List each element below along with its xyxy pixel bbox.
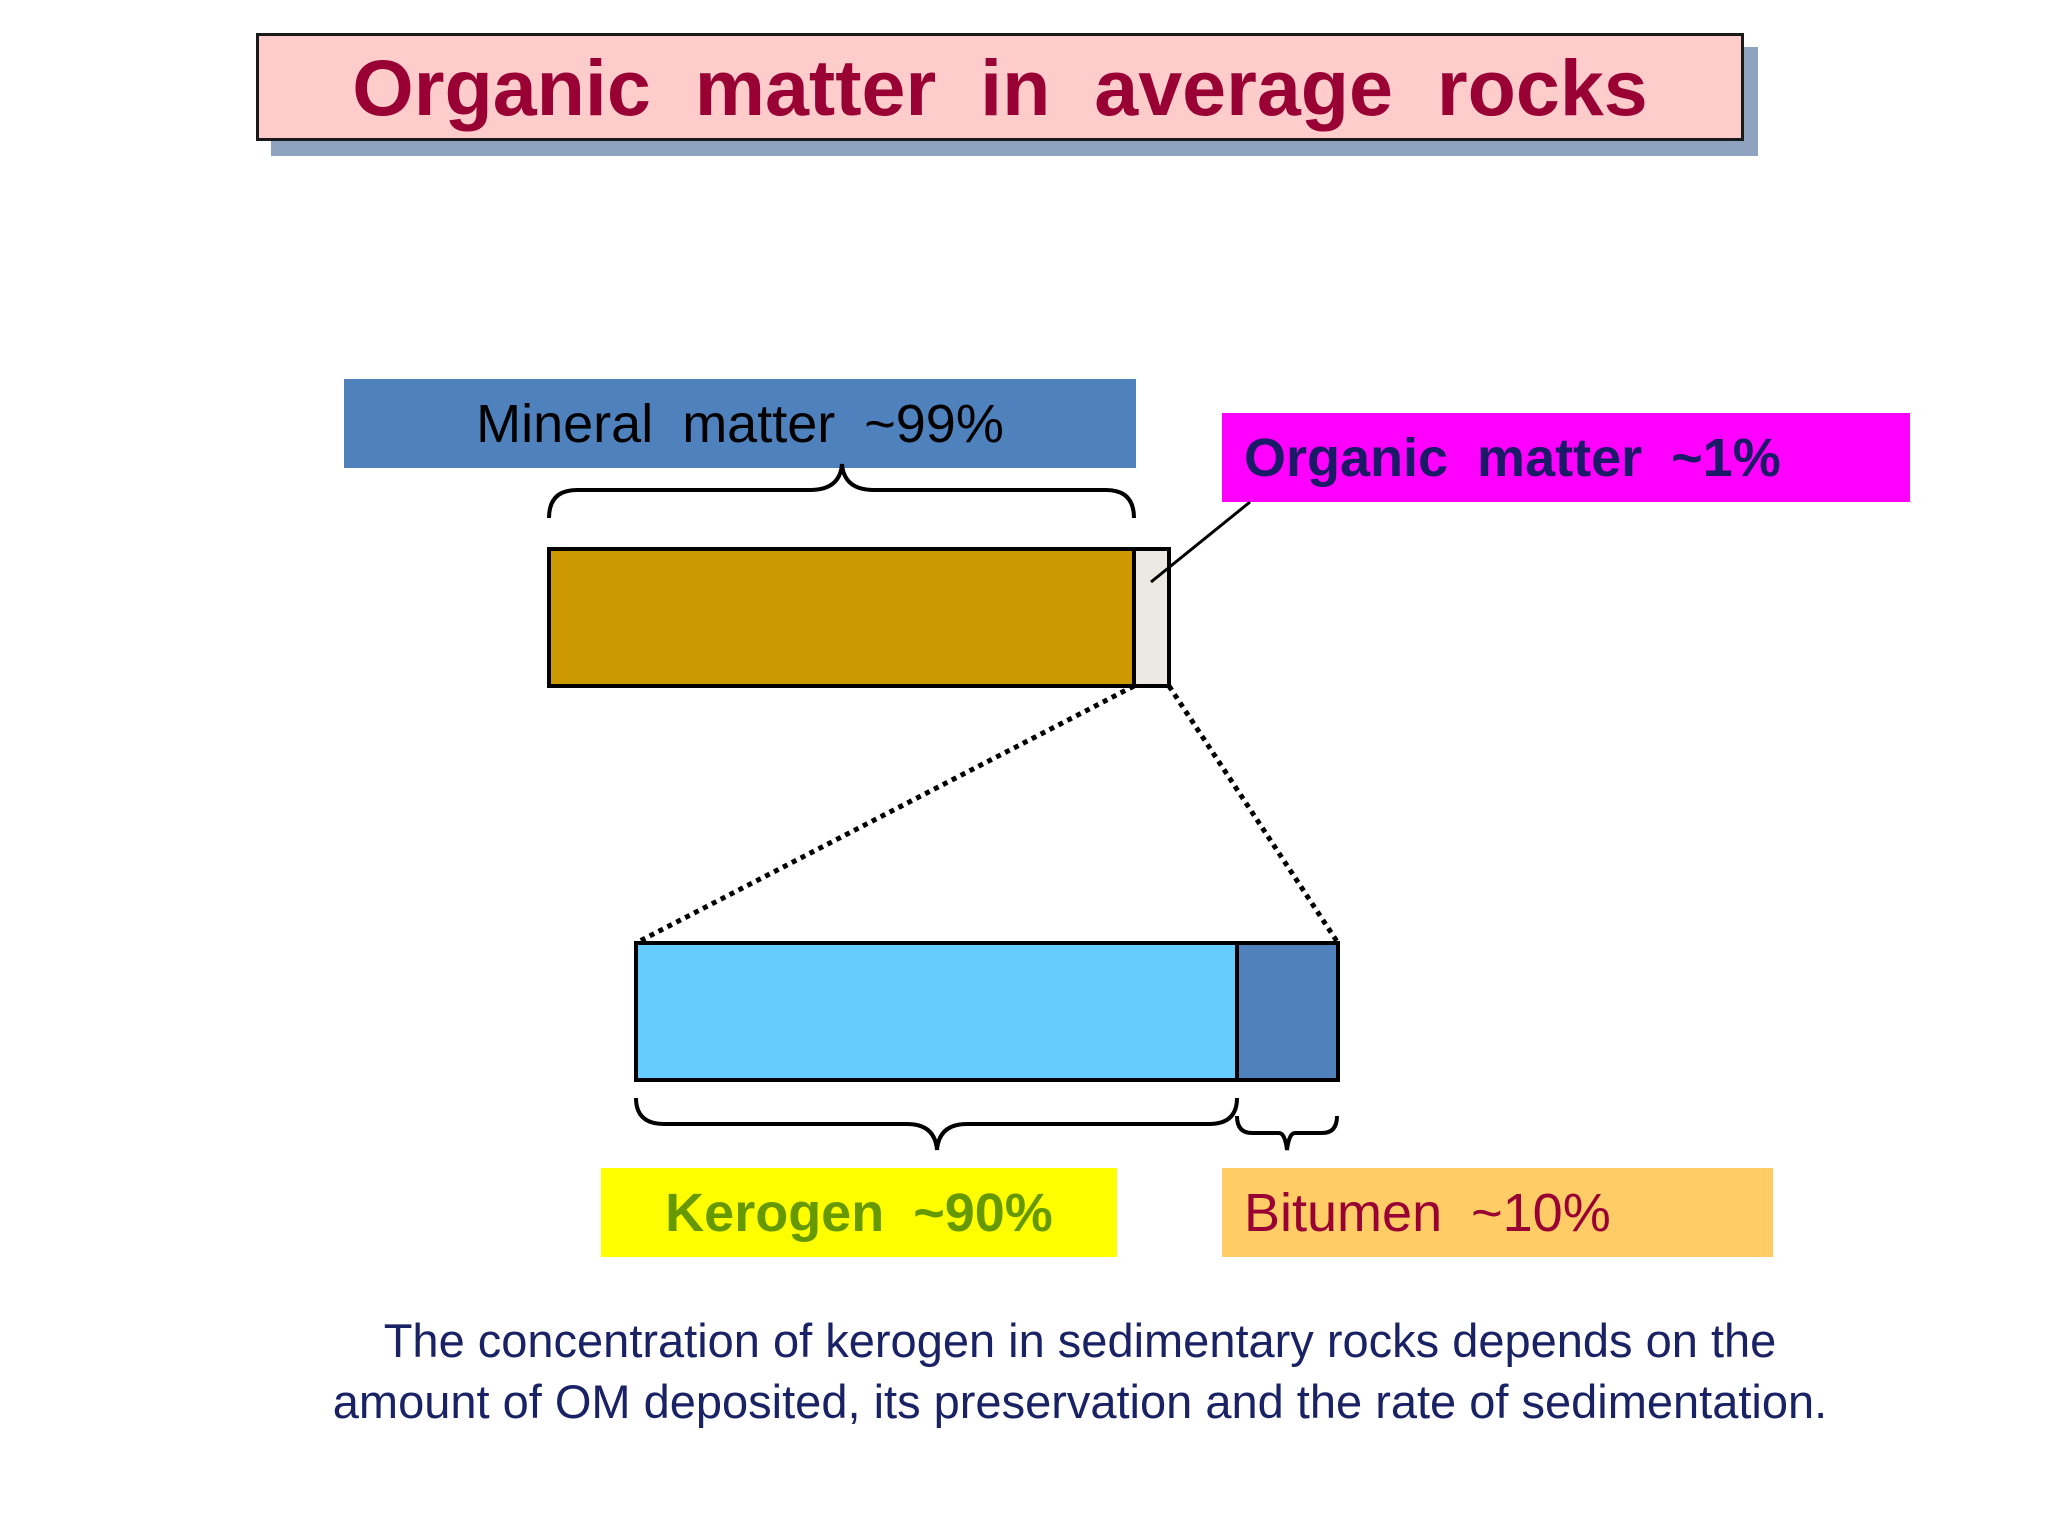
organic-label-box (1222, 413, 1910, 502)
organic-matter-label: Organic matter ~1% (1244, 427, 1781, 488)
bitumen-brace (1235, 1115, 1339, 1151)
organic-matter-bar (1132, 547, 1171, 688)
mineral-matter-bar (547, 547, 1136, 688)
bitumen-label-box (1222, 1168, 1773, 1257)
kerogen-bar (634, 941, 1239, 1082)
page-title: Organic matter in average rocks (256, 33, 1744, 141)
kerogen-label-box (601, 1168, 1117, 1257)
caption-line-1: The concentration of kerogen in sediment… (383, 1314, 1777, 1367)
zoom-line-left (634, 683, 1136, 946)
bitumen-bar (1235, 941, 1340, 1082)
mineral-matter-label: Mineral matter ~99% (476, 393, 1004, 454)
kerogen-brace (634, 1097, 1239, 1151)
mineral-brace (547, 463, 1136, 519)
mineral-label-box (344, 379, 1136, 468)
caption: The concentration of kerogen in sediment… (200, 1310, 1960, 1432)
kerogen-label: Kerogen ~90% (665, 1182, 1053, 1243)
caption-line-2: amount of OM deposited, its preservation… (332, 1375, 1828, 1428)
zoom-line-right (1166, 684, 1341, 945)
organic-leader-line (1150, 500, 1251, 584)
bitumen-label: Bitumen ~10% (1244, 1182, 1611, 1243)
